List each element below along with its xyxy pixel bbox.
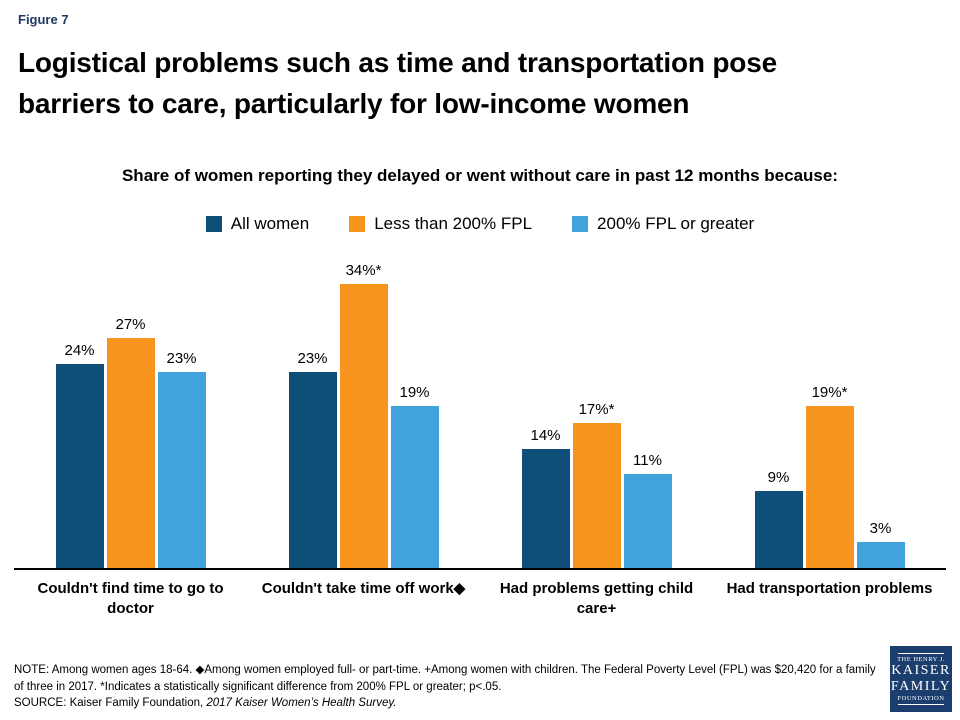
logo-rule-top bbox=[898, 652, 944, 654]
bar-column-less-than-200-fpl: 19%* bbox=[805, 262, 854, 568]
bar-value-label: 19% bbox=[399, 384, 430, 401]
category-labels-row: Couldn't find time to go to doctor Couldn… bbox=[14, 579, 946, 620]
bar-column-200-fpl-or-greater: 11% bbox=[623, 262, 672, 568]
bar-all-women bbox=[754, 491, 803, 568]
bar-value-label: 23% bbox=[166, 350, 197, 367]
legend-label-200-fpl-or-greater: 200% FPL or greater bbox=[597, 214, 755, 233]
kaiser-family-foundation-logo: THE HENRY J. KAISER FAMILY FOUNDATION bbox=[890, 646, 952, 712]
legend-item-all-women: All women bbox=[205, 214, 310, 234]
bar-value-label: 3% bbox=[869, 520, 892, 537]
bar-200-fpl-or-greater bbox=[157, 372, 206, 568]
bar-column-less-than-200-fpl: 27% bbox=[106, 262, 155, 568]
page-title: Logistical problems such as time and tra… bbox=[18, 42, 948, 124]
logo-line-the-henry-j: THE HENRY J. bbox=[897, 655, 945, 663]
legend-swatch-all-women bbox=[205, 216, 222, 232]
bar-value-label: 11% bbox=[633, 452, 662, 469]
logo-rule-bottom bbox=[898, 704, 944, 706]
bar-column-200-fpl-or-greater: 3% bbox=[856, 262, 905, 568]
category-label-1: Couldn't find time to go to doctor bbox=[37, 580, 224, 618]
bar-value-label: 17%* bbox=[578, 401, 615, 418]
title-line-2: barriers to care, particularly for low-i… bbox=[18, 88, 690, 120]
bar-value-label: 14% bbox=[530, 427, 561, 444]
legend-swatch-200-fpl-or-greater bbox=[572, 216, 589, 232]
bar-column-all-women: 9% bbox=[754, 262, 803, 568]
category-label-2: Couldn't take time off work◆ bbox=[261, 580, 466, 597]
bar-less-than-200-fpl bbox=[339, 284, 388, 568]
bar-all-women bbox=[55, 364, 104, 568]
bar-200-fpl-or-greater bbox=[623, 474, 672, 568]
bar-column-less-than-200-fpl: 17%* bbox=[572, 262, 621, 568]
bar-group-2: 23% 34%* 19% bbox=[247, 262, 480, 568]
bar-column-less-than-200-fpl: 34%* bbox=[339, 262, 388, 568]
bar-column-200-fpl-or-greater: 23% bbox=[157, 262, 206, 568]
bar-group-1: 24% 27% 23% bbox=[14, 262, 247, 568]
source-title: 2017 Kaiser Women’s Health Survey. bbox=[206, 697, 397, 710]
bar-column-all-women: 23% bbox=[288, 262, 337, 568]
source-line: SOURCE: Kaiser Family Foundation, 2017 K… bbox=[14, 695, 880, 712]
logo-line-foundation: FOUNDATION bbox=[897, 695, 945, 703]
bar-200-fpl-or-greater bbox=[390, 406, 439, 568]
bar-column-all-women: 14% bbox=[521, 262, 570, 568]
bar-value-label: 34%* bbox=[345, 262, 382, 279]
bar-less-than-200-fpl bbox=[106, 338, 155, 568]
bars-row: 24% 27% 23% 23% 34%* 19% 14% 17%* 11% 9% 19%* 3% bbox=[14, 262, 946, 568]
x-axis-line bbox=[14, 568, 946, 570]
bar-chart: 24% 27% 23% 23% 34%* 19% 14% 17%* 11% 9% 19%* 3% Co… bbox=[14, 262, 946, 620]
chart-legend: All women Less than 200% FPL 200% FPL or… bbox=[0, 214, 960, 234]
category-label-4: Had transportation problems bbox=[726, 580, 933, 597]
bar-value-label: 19%* bbox=[811, 384, 848, 401]
bar-value-label: 23% bbox=[297, 350, 328, 367]
bar-group-4: 9% 19%* 3% bbox=[713, 262, 946, 568]
source-prefix: SOURCE: Kaiser Family Foundation, bbox=[14, 697, 207, 710]
bar-value-label: 9% bbox=[767, 469, 790, 486]
bar-group-3: 14% 17%* 11% bbox=[480, 262, 713, 568]
bar-all-women bbox=[521, 449, 570, 568]
legend-item-200-fpl-or-greater: 200% FPL or greater bbox=[572, 214, 754, 234]
legend-swatch-less-than-200-fpl bbox=[349, 216, 366, 232]
bar-less-than-200-fpl bbox=[572, 423, 621, 568]
logo-line-kaiser: KAISER bbox=[891, 662, 951, 678]
bar-value-label: 24% bbox=[64, 342, 95, 359]
figure-label: Figure 7 bbox=[18, 12, 69, 27]
legend-label-all-women: All women bbox=[230, 214, 310, 233]
bar-less-than-200-fpl bbox=[805, 406, 854, 568]
bar-column-200-fpl-or-greater: 19% bbox=[390, 262, 439, 568]
bar-column-all-women: 24% bbox=[55, 262, 104, 568]
bar-200-fpl-or-greater bbox=[856, 542, 905, 568]
legend-label-less-than-200-fpl: Less than 200% FPL bbox=[374, 214, 533, 233]
chart-subtitle: Share of women reporting they delayed or… bbox=[121, 166, 839, 185]
note-text: NOTE: Among women ages 18-64. ◆Among wom… bbox=[14, 664, 876, 693]
bar-value-label: 27% bbox=[115, 316, 146, 333]
bar-all-women bbox=[288, 372, 337, 568]
legend-item-less-than-200-fpl: Less than 200% FPL bbox=[349, 214, 532, 234]
title-line-1: Logistical problems such as time and tra… bbox=[18, 47, 777, 78]
footnote-block: NOTE: Among women ages 18-64. ◆Among wom… bbox=[14, 662, 880, 712]
category-label-3: Had problems getting child care+ bbox=[499, 580, 694, 618]
logo-line-family: FAMILY bbox=[890, 679, 952, 694]
